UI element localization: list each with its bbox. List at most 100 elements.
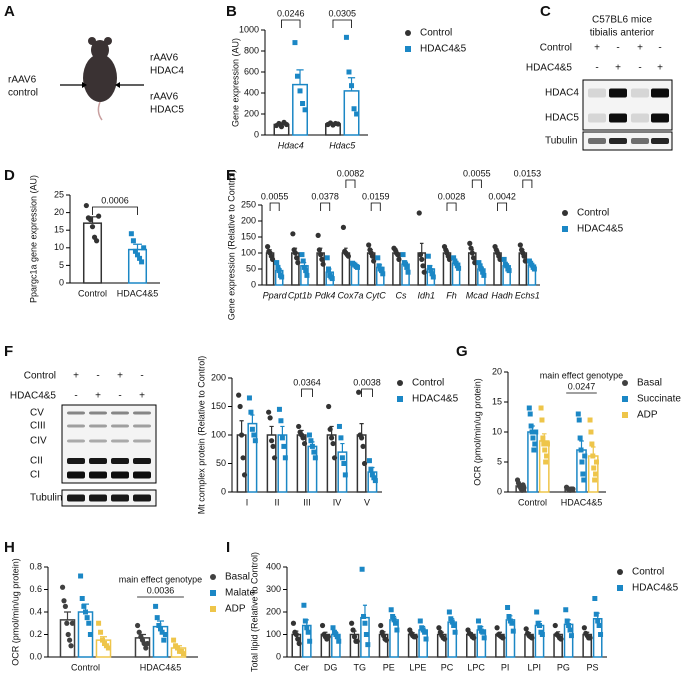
x-tick-label: Idh1	[418, 290, 436, 300]
data-point	[527, 411, 533, 417]
x-tick-label: PC	[441, 662, 454, 672]
data-point	[87, 217, 94, 223]
data-point	[158, 626, 163, 632]
blot-frame	[61, 489, 157, 507]
data-point	[340, 224, 347, 230]
data-point	[67, 637, 73, 643]
condition-sign: -	[638, 63, 641, 74]
data-point	[301, 602, 307, 608]
y-tick-label: 0	[497, 486, 502, 496]
data-point	[237, 403, 243, 410]
data-point	[334, 634, 340, 640]
legend-label: Basal	[225, 572, 250, 583]
data-point	[472, 260, 478, 266]
significance-bracket	[446, 202, 457, 211]
data-point	[588, 429, 594, 435]
error-bar	[296, 69, 304, 85]
data-point	[336, 638, 342, 644]
data-point	[302, 107, 308, 113]
data-point	[83, 609, 88, 615]
data-point	[593, 611, 599, 617]
data-point	[477, 263, 483, 269]
data-point	[379, 268, 385, 274]
y-tick-label: 100	[211, 429, 226, 439]
y-tick-label: 1000	[239, 24, 259, 34]
data-point	[135, 252, 140, 258]
data-point	[506, 268, 512, 274]
blot-band	[133, 494, 151, 502]
data-point	[540, 435, 546, 441]
y-tick-label: 15	[54, 225, 64, 235]
data-point	[144, 640, 151, 647]
data-point	[354, 638, 360, 644]
data-point	[98, 629, 104, 635]
blot-band	[111, 494, 129, 502]
data-point	[442, 636, 448, 642]
data-point	[279, 274, 285, 280]
data-point	[371, 475, 377, 481]
data-point	[577, 435, 583, 441]
data-point	[436, 625, 442, 631]
data-point	[312, 455, 318, 461]
data-point	[68, 643, 74, 649]
condition-sign: -	[595, 63, 598, 74]
data-point	[297, 88, 303, 94]
data-point	[380, 271, 386, 277]
blot-band	[609, 138, 627, 144]
data-point	[543, 459, 549, 465]
data-point	[249, 426, 255, 432]
band-label: HDAC5	[545, 113, 579, 124]
data-point	[391, 617, 397, 623]
data-point	[302, 618, 308, 624]
data-point	[580, 471, 586, 477]
data-point	[299, 252, 305, 258]
data-point	[290, 231, 296, 237]
condition-sign: +	[657, 63, 663, 74]
data-point	[564, 618, 570, 624]
data-point	[372, 478, 378, 484]
data-point	[542, 447, 548, 453]
mouse-ear	[104, 37, 112, 45]
significance-bracket	[370, 202, 381, 211]
x-tick-label: HDAC4&5	[140, 662, 182, 672]
chart: 0 100 200 300 400 Total lipid (Relative to Co…	[249, 552, 678, 672]
y-tick-label: 100	[266, 629, 281, 639]
data-point	[62, 603, 68, 609]
p-value: 0.0159	[362, 191, 390, 201]
data-point	[425, 253, 431, 259]
y-tick-label: 200	[211, 372, 226, 382]
condition-sign: -	[658, 43, 661, 54]
panel-label: B	[226, 3, 237, 20]
data-point	[578, 447, 584, 453]
y-axis-label: Gene expression (Relative to Control)	[226, 170, 236, 321]
data-point	[162, 632, 168, 637]
data-point	[318, 252, 324, 258]
y-tick-label: 150	[241, 231, 256, 241]
blot-band	[133, 458, 151, 464]
legend-label: ADP	[637, 410, 658, 421]
y-tick-label: 800	[244, 45, 259, 55]
data-point	[320, 261, 326, 267]
data-point	[522, 258, 528, 264]
y-tick-label: 0	[221, 486, 226, 496]
significance-bracket	[471, 179, 482, 188]
y-tick-label: 15	[492, 396, 502, 406]
legend-marker	[622, 396, 628, 402]
data-point	[544, 453, 550, 459]
data-point	[523, 626, 529, 632]
data-point	[552, 622, 558, 629]
y-tick-label: 5	[59, 260, 64, 270]
data-point	[528, 423, 534, 429]
data-point	[471, 635, 477, 641]
bar	[527, 431, 538, 493]
data-point	[305, 629, 311, 635]
legend-label: Basal	[637, 378, 662, 389]
significance-bracket	[301, 388, 313, 397]
data-point	[292, 250, 298, 256]
x-tick-label: PI	[501, 662, 510, 672]
data-point	[354, 111, 360, 117]
data-point	[294, 255, 300, 261]
data-point	[241, 472, 248, 478]
legend-marker	[617, 585, 623, 591]
mouse-diagram	[60, 37, 144, 121]
